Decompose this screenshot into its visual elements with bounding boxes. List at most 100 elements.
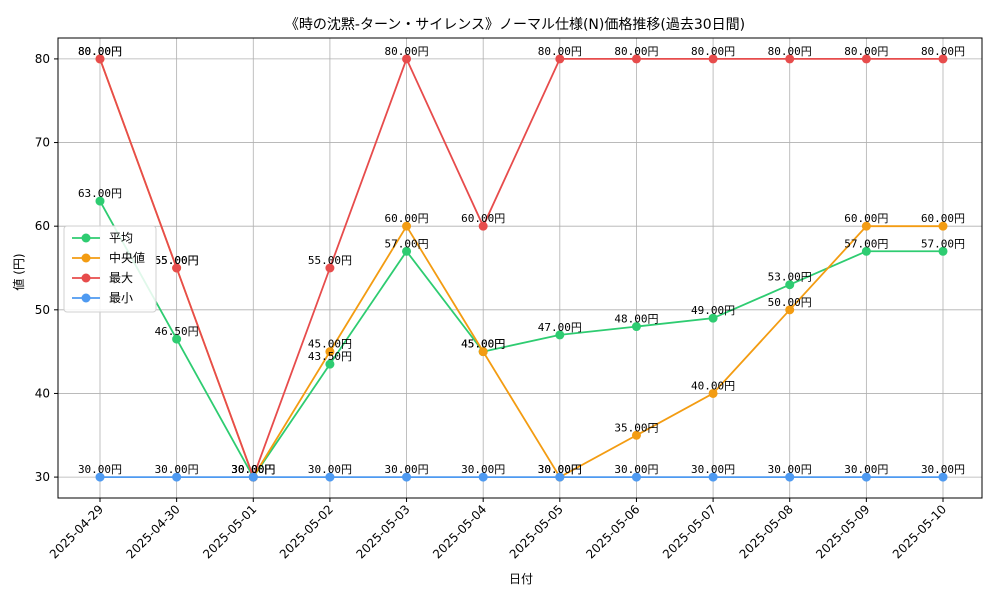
data-point (555, 472, 565, 482)
data-label: 35.00円 (614, 421, 658, 434)
data-point (172, 472, 182, 482)
data-label: 53.00円 (768, 271, 812, 284)
series-line-2 (99, 56, 943, 480)
data-label: 30.00円 (538, 463, 582, 476)
data-point (861, 246, 871, 256)
data-label: 30.00円 (768, 463, 812, 476)
data-label: 60.00円 (844, 212, 888, 225)
data-point (938, 246, 948, 256)
data-point (325, 359, 335, 369)
legend-swatch-marker (81, 253, 91, 263)
data-label: 57.00円 (921, 237, 965, 250)
grid (58, 38, 982, 498)
data-label: 80.00円 (844, 45, 888, 58)
x-tick-label: 2025-04-29 (47, 502, 106, 561)
data-point (708, 388, 718, 398)
data-label: 55.00円 (308, 254, 352, 267)
data-point (631, 322, 641, 332)
data-label: 30.00円 (155, 463, 199, 476)
x-tick-label: 2025-05-06 (583, 502, 642, 561)
x-tick-label: 2025-05-02 (277, 502, 336, 561)
data-label: 40.00円 (691, 379, 735, 392)
data-label: 57.00円 (384, 237, 428, 250)
data-point (631, 472, 641, 482)
chart-title: 《時の沈黙-ターン・サイレンス》ノーマル仕様(N)価格推移(過去30日間) (285, 17, 745, 33)
data-point (861, 221, 871, 231)
data-label: 30.00円 (844, 463, 888, 476)
data-label: 57.00円 (844, 237, 888, 250)
data-label: 63.00円 (78, 187, 122, 200)
x-tick-label: 2025-05-05 (507, 502, 566, 561)
data-label: 30.00円 (691, 463, 735, 476)
data-point (785, 280, 795, 290)
x-tick-label: 2025-05-10 (890, 502, 949, 561)
data-label: 30.00円 (614, 463, 658, 476)
legend-box (63, 225, 157, 313)
data-point (172, 263, 182, 273)
legend-entry: 最小 (109, 291, 133, 305)
legend-swatch-marker (81, 273, 91, 283)
data-label: 30.00円 (231, 463, 275, 476)
data-label: 60.00円 (461, 212, 505, 225)
data-label: 43.50円 (308, 350, 352, 363)
x-tick-label: 2025-04-30 (124, 502, 183, 561)
data-label: 80.00円 (538, 45, 582, 58)
data-label: 30.00円 (231, 463, 275, 476)
data-label: 50.00円 (768, 296, 812, 309)
x-tick-label: 2025-05-08 (737, 502, 796, 561)
data-label: 60.00円 (921, 212, 965, 225)
data-point (785, 472, 795, 482)
legend-entry: 中央値 (109, 250, 145, 265)
y-tick-label: 60 (35, 219, 50, 233)
x-axis-label: 日付 (509, 572, 533, 586)
data-label: 55.00円 (155, 254, 199, 267)
x-tick-label: 2025-05-01 (200, 502, 259, 561)
data-label: 80.00円 (78, 45, 122, 58)
data-point (325, 347, 335, 357)
y-tick-label: 70 (35, 136, 50, 150)
y-tick-label: 30 (35, 470, 50, 484)
data-point (402, 472, 412, 482)
data-point (631, 54, 641, 64)
data-point (95, 196, 105, 206)
data-label: 30.00円 (308, 463, 352, 476)
data-label: 47.00円 (538, 321, 582, 334)
data-point (402, 54, 412, 64)
data-label: 80.00円 (921, 45, 965, 58)
data-label: 30.00円 (78, 463, 122, 476)
legend-entry: 平均 (109, 231, 133, 245)
data-label: 30.00円 (231, 463, 275, 476)
data-label: 60.00円 (384, 212, 428, 225)
data-point (478, 472, 488, 482)
data-point (402, 246, 412, 256)
data-point (95, 54, 105, 64)
y-axis-label: 値 (円) (11, 253, 26, 290)
series-line-0 (99, 200, 943, 479)
data-point (478, 221, 488, 231)
legend-entry: 最大 (109, 271, 133, 285)
data-point (861, 54, 871, 64)
plot-area (57, 37, 983, 499)
data-label: 45.00円 (461, 338, 505, 351)
x-tick-label: 2025-05-04 (430, 502, 489, 561)
x-tick-label: 2025-05-07 (660, 502, 719, 561)
x-tick-label: 2025-05-03 (353, 502, 412, 561)
data-point (555, 330, 565, 340)
data-point (708, 313, 718, 323)
data-point (172, 334, 182, 344)
data-point (95, 472, 105, 482)
data-point (631, 430, 641, 440)
data-point (785, 305, 795, 315)
y-tick-label: 80 (35, 52, 50, 66)
data-point (785, 54, 795, 64)
data-label: 30.00円 (384, 463, 428, 476)
data-point (938, 221, 948, 231)
series-line-1 (99, 58, 943, 480)
y-tick-label: 40 (35, 386, 50, 400)
data-point (325, 472, 335, 482)
data-point (861, 472, 871, 482)
data-point (708, 472, 718, 482)
data-point (555, 54, 565, 64)
